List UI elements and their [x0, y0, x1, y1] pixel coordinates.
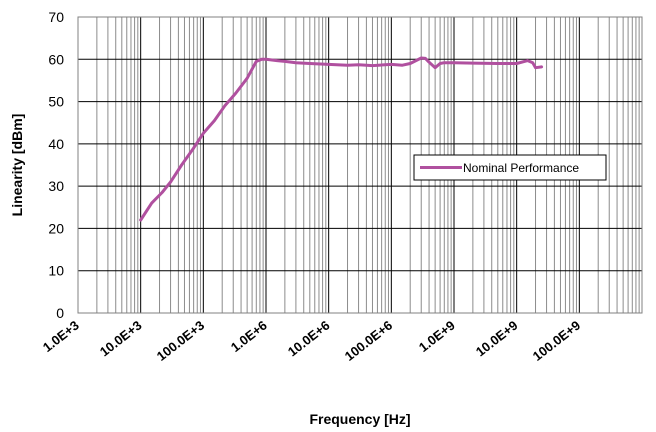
- x-tick-label: 100.0E+9: [530, 318, 583, 364]
- y-tick-label: 20: [48, 220, 64, 236]
- series-line-nominal-performance: [139, 56, 544, 222]
- grid: [77, 16, 642, 314]
- y-tick-label: 0: [56, 305, 64, 321]
- x-tick-labels: 1.0E+3 10.0E+3 100.0E+3 1.0E+6 10.0E+6 100.0E…: [40, 318, 583, 364]
- x-tick-label: 1.0E+3: [40, 318, 82, 355]
- x-tick-label: 100.0E+3: [154, 318, 207, 364]
- y-tick-label: 60: [48, 51, 64, 67]
- x-tick-label: 100.0E+6: [342, 318, 395, 364]
- y-axis-title: Linearity [dBm]: [9, 114, 25, 217]
- x-axis-title: Frequency [Hz]: [309, 411, 410, 427]
- legend-label: Nominal Performance: [463, 161, 579, 175]
- x-tick-label: 10.0E+9: [473, 318, 521, 360]
- y-tick-label: 10: [48, 263, 64, 279]
- plot-area-frame: [77, 16, 643, 314]
- x-tick-label: 1.0E+6: [228, 318, 270, 355]
- y-tick-label: 50: [48, 94, 64, 110]
- y-tick-label: 30: [48, 178, 64, 194]
- y-tick-labels: 0 10 20 30 40 50 60 70: [48, 9, 64, 321]
- y-tick-label: 70: [48, 9, 64, 25]
- y-tick-label: 40: [48, 136, 64, 152]
- x-tick-label: 10.0E+6: [285, 318, 333, 360]
- x-tick-label: 1.0E+9: [416, 318, 458, 355]
- x-tick-label: 10.0E+3: [97, 318, 145, 360]
- legend: Nominal Performance: [413, 154, 607, 181]
